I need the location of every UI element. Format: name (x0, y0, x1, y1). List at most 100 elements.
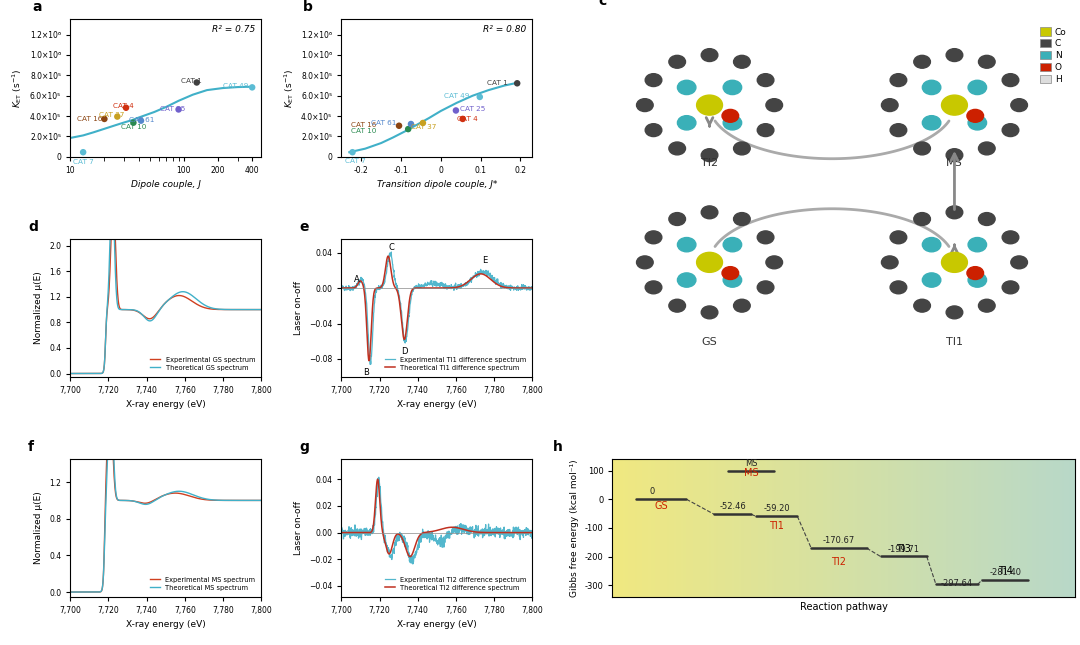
Experimental MS spectrum (175, 490, 188, 497)
Text: CAT 49: CAT 49 (222, 83, 248, 90)
Experimental TI1 difference spectrum (526, 284, 539, 292)
Experimental TI1 difference spectrum (446, 283, 459, 290)
Experimental MS spectrum (64, 588, 77, 596)
Circle shape (724, 237, 742, 252)
Theoretical TI2 difference spectrum (526, 529, 539, 537)
Text: CAT 25: CAT 25 (460, 106, 485, 112)
Circle shape (978, 213, 995, 226)
Circle shape (636, 99, 653, 112)
Text: -199.71: -199.71 (888, 544, 920, 553)
Theoretical TI2 difference spectrum (404, 553, 417, 561)
Point (471, 92, 488, 102)
Circle shape (636, 256, 653, 269)
Circle shape (697, 252, 723, 272)
Experimental TI1 difference spectrum (347, 286, 360, 294)
Y-axis label: Normalized μ(E): Normalized μ(E) (35, 272, 43, 344)
Point (75, 147, 92, 157)
Text: D: D (401, 348, 407, 357)
Experimental TI2 difference spectrum (481, 530, 494, 537)
Theoretical MS spectrum (175, 488, 188, 495)
Text: TI2: TI2 (701, 158, 718, 168)
Text: B: B (363, 368, 369, 377)
Circle shape (922, 237, 941, 252)
Circle shape (733, 55, 751, 68)
Theoretical MS spectrum (104, 385, 117, 393)
Experimental TI2 difference spectrum (347, 531, 360, 539)
Experimental MS spectrum (104, 385, 117, 393)
Circle shape (1002, 74, 1018, 86)
Point (390, 121, 407, 131)
Theoretical TI1 difference spectrum (481, 272, 494, 280)
Experimental TI2 difference spectrum (446, 529, 459, 537)
Circle shape (669, 299, 686, 312)
Text: CAT 10: CAT 10 (121, 124, 147, 130)
Text: -52.46: -52.46 (719, 502, 746, 511)
Circle shape (669, 55, 686, 68)
Circle shape (978, 55, 995, 68)
Theoretical GS spectrum (64, 370, 77, 377)
Circle shape (701, 206, 718, 219)
Circle shape (967, 110, 984, 123)
Circle shape (724, 80, 742, 95)
Text: -170.67: -170.67 (823, 535, 855, 544)
Circle shape (677, 237, 696, 252)
Circle shape (669, 213, 686, 226)
Text: CAT 10: CAT 10 (351, 128, 377, 134)
Circle shape (757, 124, 774, 137)
Experimental TI2 difference spectrum (451, 528, 464, 535)
Circle shape (723, 110, 739, 123)
Circle shape (701, 306, 718, 319)
Line: Theoretical MS spectrum: Theoretical MS spectrum (70, 389, 261, 592)
Text: TI1: TI1 (946, 337, 963, 346)
Text: CAT 4: CAT 4 (113, 103, 134, 109)
Text: 0: 0 (649, 487, 654, 496)
Circle shape (757, 281, 774, 294)
Point (109, 112, 126, 122)
Circle shape (701, 149, 718, 162)
Y-axis label: Gibbs free energy (kcal mol⁻¹): Gibbs free energy (kcal mol⁻¹) (570, 459, 579, 597)
Circle shape (978, 299, 995, 312)
Line: Experimental TI1 difference spectrum: Experimental TI1 difference spectrum (341, 252, 532, 364)
Text: E: E (482, 256, 487, 265)
Point (447, 105, 464, 115)
Circle shape (1002, 124, 1018, 137)
Circle shape (942, 95, 968, 115)
Y-axis label: $K_\mathrm{ET}$ (s$^{-1}$): $K_\mathrm{ET}$ (s$^{-1}$) (11, 68, 25, 108)
Circle shape (733, 213, 751, 226)
Legend: Co, C, N, O, H: Co, C, N, O, H (1037, 24, 1070, 88)
Point (188, 77, 205, 88)
Circle shape (766, 256, 783, 269)
Line: Theoretical TI1 difference spectrum: Theoretical TI1 difference spectrum (341, 256, 532, 361)
Legend: Experimental TI1 difference spectrum, Theoretical TI1 difference spectrum: Experimental TI1 difference spectrum, Th… (382, 354, 529, 373)
Theoretical MS spectrum (64, 588, 77, 596)
Legend: Experimental MS spectrum, Theoretical MS spectrum: Experimental MS spectrum, Theoretical MS… (147, 574, 258, 593)
Text: CAT 4: CAT 4 (457, 116, 477, 122)
Theoretical MS spectrum (76, 588, 89, 596)
Text: d: d (28, 220, 38, 234)
Text: R² = 0.80: R² = 0.80 (484, 25, 527, 34)
Theoretical TI1 difference spectrum (335, 284, 348, 292)
Text: CAT 61: CAT 61 (130, 117, 154, 123)
Circle shape (757, 231, 774, 244)
Theoretical MS spectrum (228, 497, 241, 504)
Experimental TI1 difference spectrum (451, 284, 464, 292)
Point (96, 114, 113, 124)
Circle shape (677, 80, 696, 95)
Point (343, 147, 361, 157)
Theoretical GS spectrum (180, 288, 193, 296)
Circle shape (669, 142, 686, 155)
Text: CAT 16: CAT 16 (77, 116, 103, 122)
Experimental TI1 difference spectrum (364, 361, 377, 368)
Theoretical TI2 difference spectrum (372, 475, 384, 483)
Y-axis label: Normalized μ(E): Normalized μ(E) (35, 491, 43, 564)
Circle shape (757, 74, 774, 86)
Circle shape (724, 115, 742, 130)
Text: MS: MS (745, 459, 757, 468)
Circle shape (914, 55, 931, 68)
Experimental MS spectrum (208, 497, 221, 504)
X-axis label: X-ray energy (eV): X-ray energy (eV) (125, 401, 205, 410)
Experimental TI2 difference spectrum (335, 529, 348, 537)
Experimental TI2 difference spectrum (500, 528, 513, 536)
Experimental GS spectrum (255, 306, 268, 313)
Theoretical TI1 difference spectrum (500, 284, 513, 292)
